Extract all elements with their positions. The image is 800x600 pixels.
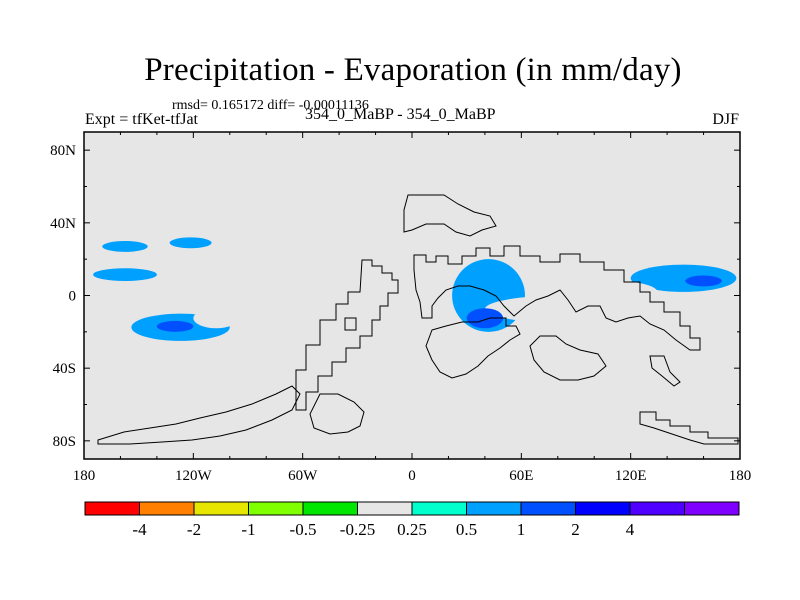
- field-region: [193, 308, 239, 329]
- field-layer: [93, 237, 737, 361]
- coastline-antarctica-peninsula: [97, 385, 301, 445]
- x-tick-label: 60E: [509, 468, 533, 484]
- coastline-japan: [649, 355, 681, 387]
- colorbar-swatch: [84, 501, 140, 516]
- axis-ticks: 180 120W 60W 0 60E 120E 180 80N 40N 0 40S 80S: [50, 132, 751, 484]
- y-tick-label: 80S: [53, 434, 76, 450]
- coastline-africa: [425, 317, 521, 379]
- coastline-america: [295, 259, 399, 411]
- x-tick-label: 180: [729, 468, 752, 484]
- coastline-antarctica-west: [309, 393, 365, 435]
- coastline-antarctica-east: [639, 411, 739, 445]
- colorbar-label: 4: [626, 520, 635, 539]
- season-label: DJF: [712, 111, 739, 128]
- colorbar-swatch: [411, 501, 467, 516]
- field-region: [685, 275, 722, 287]
- y-tick-label: 40N: [50, 216, 76, 232]
- page-title: Precipitation - Evaporation (in mm/day): [144, 52, 682, 88]
- x-tick-label: 120W: [175, 468, 213, 484]
- coastline-layer: [97, 194, 739, 445]
- colorbar-swatch: [139, 501, 195, 516]
- y-tick-label: 80N: [50, 143, 76, 159]
- x-tick-label: 180: [73, 468, 96, 484]
- colorbar-label: 0.5: [456, 520, 477, 539]
- colorbar-swatch: [357, 501, 413, 516]
- colorbar-label: -0.5: [290, 520, 317, 539]
- field-region: [93, 268, 157, 281]
- y-tick-label: 40S: [53, 361, 76, 377]
- field-region: [466, 308, 504, 329]
- field-region: [178, 259, 212, 274]
- coastline-greenland: [403, 194, 497, 237]
- field-region: [415, 340, 449, 361]
- colorbar-swatch: [575, 501, 631, 516]
- x-tick-label: 0: [408, 468, 416, 484]
- field-region: [658, 331, 695, 350]
- colorbar-swatch: [193, 501, 249, 516]
- colorbar-label: -4: [132, 520, 147, 539]
- colorbar-label: -0.25: [340, 520, 375, 539]
- experiment-label: Expt = tfKet-tfJat: [85, 111, 198, 128]
- colorbar-swatch: [520, 501, 576, 516]
- colorbar-label: 1: [517, 520, 526, 539]
- coastline-asia-south: [529, 335, 607, 381]
- colorbar-swatch: [466, 501, 522, 516]
- colorbar: -4 -2 -1 -0.5 -0.25 0.25 0.5 1 2 4: [84, 501, 740, 539]
- x-tick-label: 120E: [615, 468, 647, 484]
- colorbar-label: 0.25: [397, 520, 427, 539]
- coastline-eurasia: [413, 245, 701, 351]
- field-region: [156, 320, 194, 332]
- stats-label: rmsd= 0.165172 diff= -0.00011136: [172, 98, 369, 113]
- field-region: [102, 241, 148, 252]
- colorbar-label: -2: [187, 520, 201, 539]
- y-tick-label: 0: [69, 289, 77, 305]
- colorbar-swatch: [248, 501, 304, 516]
- coastline-south-island: [344, 317, 357, 331]
- x-tick-label: 60W: [288, 468, 318, 484]
- colorbar-label: 2: [571, 520, 580, 539]
- field-region: [572, 280, 659, 305]
- colorbar-swatch: [629, 501, 685, 516]
- colorbar-label: -1: [241, 520, 255, 539]
- field-region: [169, 237, 212, 249]
- colorbar-swatch: [684, 501, 740, 516]
- period-label: 354_0_MaBP - 354_0_MaBP: [305, 106, 496, 123]
- colorbar-swatch: [302, 501, 358, 516]
